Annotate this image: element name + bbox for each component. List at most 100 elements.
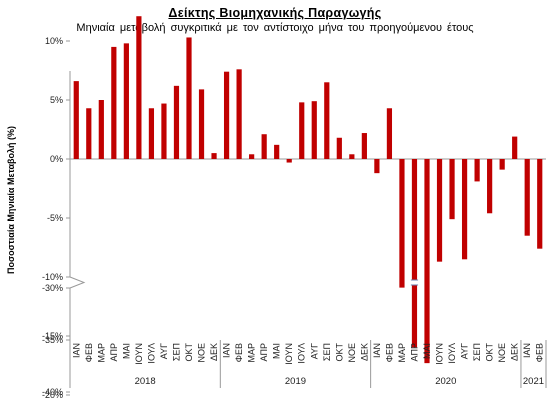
bar: [361, 133, 367, 159]
x-tick-label: ΙΟΥΛ: [447, 343, 457, 364]
x-tick-label: ΝΟΕ: [497, 343, 507, 363]
year-label: 2019: [285, 376, 306, 387]
x-tick-label: ΟΚΤ: [184, 343, 194, 362]
x-tick-label: ΣΕΠ: [322, 343, 332, 361]
x-tick-label: ΜΑΙ: [121, 343, 131, 359]
y-tick-label: -15%: [42, 331, 63, 341]
x-tick-label: ΟΚΤ: [485, 343, 495, 362]
bar: [98, 100, 104, 159]
bar: [336, 137, 342, 159]
year-labels: 2018 2019 2020 2021: [69, 340, 547, 388]
bar: [236, 69, 242, 159]
x-tick-label: ΑΠΡ: [259, 343, 269, 362]
axes-layer: 15%10%5%0%-5%-10%-15%-20%-30%-35%-40%: [42, 36, 546, 400]
x-tick-label: ΦΕΒ: [234, 343, 244, 362]
bar: [173, 85, 180, 159]
x-tick-label: ΜΑΡ: [96, 343, 106, 363]
x-tick-label: ΣΕΠ: [472, 343, 482, 361]
x-tick-label: ΑΠΡ: [409, 343, 419, 362]
bar: [111, 46, 117, 159]
chart-subtitle: Μηνιαία μεταβολή συγκριτικά με τον αντίσ…: [76, 22, 474, 34]
bar: [148, 108, 155, 159]
bar: [86, 108, 92, 159]
bar-break-gap: [410, 280, 419, 285]
bar: [186, 37, 192, 159]
x-tick-label: ΑΠΡ: [109, 343, 119, 362]
x-tick-label: ΦΕΒ: [535, 343, 545, 362]
axis-break-mark: [69, 276, 86, 289]
y-tick-label: 10%: [45, 36, 63, 46]
y-tick-label: -35%: [42, 335, 63, 345]
x-tick-label: ΑΥΓ: [159, 343, 169, 359]
y-tick-label: 5%: [50, 95, 63, 105]
y-axis-label: Ποσοστιαία Μηνιαία Μεταβολή (%): [6, 126, 16, 274]
bar: [537, 159, 543, 249]
bar: [136, 16, 142, 159]
bar: [386, 108, 393, 159]
bar: [474, 159, 480, 182]
bar: [524, 159, 530, 236]
bar: [399, 159, 405, 288]
bar: [461, 159, 468, 260]
bar: [324, 82, 330, 159]
year-label: 2021: [523, 376, 544, 387]
x-tick-label: ΙΑΝ: [222, 343, 232, 358]
x-tick-label: ΣΕΠ: [171, 343, 181, 361]
x-tick-label: ΙΟΥΛ: [146, 343, 156, 364]
y-tick-label: 0%: [50, 154, 63, 164]
x-tick-label: ΜΑΙ: [272, 343, 282, 359]
x-tick-label: ΙΟΥΝ: [284, 343, 294, 365]
bars-layer: [73, 16, 543, 364]
x-tick-label: ΜΑΡ: [247, 343, 257, 363]
bar: [512, 136, 518, 159]
x-tick-label: ΜΑΡ: [397, 343, 407, 363]
bar: [449, 159, 455, 220]
bar: [299, 102, 305, 159]
y-tick-label: -30%: [42, 283, 63, 293]
bar: [424, 159, 430, 364]
x-tick-label: ΜΑΙ: [422, 343, 432, 359]
bar: [123, 43, 129, 159]
x-tick-label: ΙΟΥΝ: [435, 343, 445, 365]
bar: [223, 71, 230, 159]
x-tick-label: ΙΑΝ: [522, 343, 532, 358]
x-tick-labels: ΙΑΝ ΦΕΒ ΜΑΡ ΑΠΡ ΜΑΙ ΙΟΥΝ ΙΟΥΛ ΑΥΓ ΣΕΠ ΟΚΤ ΝΟΕ ΔΕΚ ΙΑ…: [71, 343, 544, 365]
bar: [411, 159, 418, 348]
x-tick-label: ΔΕΚ: [209, 343, 219, 361]
bar: [161, 103, 167, 159]
chart-title: Δείκτης Βιομηχανικής Παραγωγής: [168, 6, 382, 20]
x-tick-label: ΙΟΥΝ: [134, 343, 144, 365]
x-tick-label: ΙΟΥΛ: [297, 343, 307, 364]
x-tick-label: ΔΕΚ: [359, 343, 369, 361]
x-tick-label: ΦΕΒ: [84, 343, 94, 362]
x-tick-label: ΙΑΝ: [71, 343, 81, 358]
y-tick-label: -40%: [42, 387, 63, 397]
x-tick-label: ΦΕΒ: [384, 343, 394, 362]
year-label: 2020: [435, 376, 456, 387]
bar: [499, 159, 505, 170]
x-tick-label: ΑΥΓ: [309, 343, 319, 359]
y-tick-label: -5%: [47, 213, 63, 223]
bar: [436, 159, 443, 262]
bar: [274, 144, 280, 159]
bar: [286, 159, 292, 163]
x-tick-label: ΟΚΤ: [334, 343, 344, 362]
bar: [311, 101, 317, 159]
x-tick-label: ΝΟΕ: [347, 343, 357, 363]
y-tick-label: -10%: [42, 272, 63, 282]
bar: [349, 154, 355, 159]
y-tick-label: -20%: [42, 390, 63, 400]
bar: [73, 81, 79, 159]
bar: [211, 153, 217, 159]
bar: [198, 89, 205, 159]
x-tick-label: ΝΟΕ: [197, 343, 207, 363]
bar: [374, 159, 380, 174]
x-tick-label: ΑΥΓ: [460, 343, 470, 359]
year-label: 2018: [135, 376, 156, 387]
x-tick-label: ΙΑΝ: [372, 343, 382, 358]
bar: [249, 154, 255, 159]
x-tick-label: ΔΕΚ: [510, 343, 520, 361]
bar: [261, 134, 267, 159]
bar: [487, 159, 493, 214]
